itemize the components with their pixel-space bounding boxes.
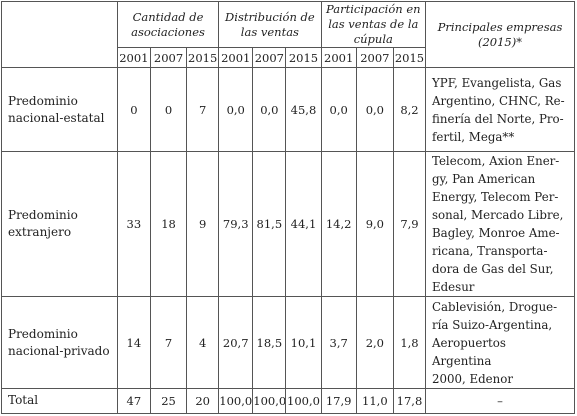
year-header: 2001 [218, 47, 254, 69]
value-cell: 0 [116, 67, 151, 152]
value-cell: 10,1 [285, 296, 322, 389]
value-cell: 20,7 [218, 296, 254, 389]
year-header: 2015 [392, 47, 427, 69]
value-cell: 44,1 [285, 150, 322, 298]
year-header: 2001 [116, 47, 151, 69]
table-row-total: Total 47 25 20 100,0 100,0 100,0 17,9 11… [1, 387, 575, 415]
value-cell: 33 [116, 150, 151, 298]
companies-line: Bagley, Monroe Ame- [432, 226, 560, 241]
value-cell: 9 [186, 150, 220, 298]
year-header: 2001 [320, 47, 357, 69]
companies-line: ría Suizo-Argentina, [432, 317, 553, 332]
value-cell: 0 [149, 67, 188, 152]
year-header: 2007 [355, 47, 394, 69]
companies-line: Edesur [432, 280, 475, 295]
year-header: 2007 [252, 47, 287, 69]
value-cell: 81,5 [252, 150, 287, 298]
value-cell: 0,0 [355, 67, 394, 152]
total-value: 100,0 [218, 387, 254, 415]
total-value: 100,0 [252, 387, 287, 415]
row-label-line: Predominio [8, 93, 78, 108]
header-participacion-cupula: Participación en las ventas de la cúpula [320, 0, 427, 49]
header-distribucion-ventas: Distribución de las ventas [218, 0, 322, 49]
companies-cell: Cablevisión, Drogue- ría Suizo-Argentina… [425, 296, 575, 389]
row-label-line: nacional-privado [8, 343, 110, 358]
companies-line: ricana, Transporta- [432, 244, 548, 259]
value-cell: 18,5 [252, 296, 287, 389]
value-cell: 2,0 [355, 296, 394, 389]
value-cell: 9,0 [355, 150, 394, 298]
row-label-line: nacional-estatal [8, 110, 105, 125]
total-value: 100,0 [285, 387, 322, 415]
companies-line: sonal, Mercado Libre, [432, 208, 564, 223]
table-row-nacional-estatal: Predominio nacional-estatal 0 0 7 0,0 0,… [1, 67, 575, 152]
row-label: Predominio extranjero [1, 150, 118, 298]
row-label: Predominio nacional-estatal [1, 67, 118, 152]
total-companies: – [425, 387, 575, 415]
row-label-line: Predominio [8, 326, 78, 341]
header-row-groups: Cantidad de asociaciones Distribución de… [1, 0, 575, 69]
value-cell: 0,0 [252, 67, 287, 152]
year-header: 2015 [186, 47, 220, 69]
value-cell: 3,7 [320, 296, 357, 389]
total-value: 11,0 [355, 387, 394, 415]
companies-line: Telecom, Axion Ener- [432, 154, 560, 169]
row-label-line: Predominio [8, 208, 78, 223]
companies-line: Cablevisión, Drogue- [432, 299, 558, 314]
value-cell: 45,8 [285, 67, 322, 152]
table-row-nacional-privado: Predominio nacional-privado 14 7 4 20,7 … [1, 296, 575, 389]
companies-cell: Telecom, Axion Ener- gy, Pan American En… [425, 150, 575, 298]
table-row-extranjero: Predominio extranjero 33 18 9 79,3 81,5 … [1, 150, 575, 298]
value-cell: 0,0 [320, 67, 357, 152]
value-cell: 7,9 [392, 150, 427, 298]
companies-line: finería del Norte, Pro- [432, 111, 564, 126]
value-cell: 4 [186, 296, 220, 389]
companies-line: Argentino, CHNC, Re- [432, 93, 565, 108]
value-cell: 18 [149, 150, 188, 298]
companies-line: fertil, Mega** [432, 129, 515, 144]
total-label: Total [1, 387, 118, 415]
companies-line: dora de Gas del Sur, [432, 262, 554, 277]
year-header: 2007 [149, 47, 188, 69]
value-cell: 79,3 [218, 150, 254, 298]
value-cell: 7 [186, 67, 220, 152]
value-cell: 0,0 [218, 67, 254, 152]
total-value: 17,8 [392, 387, 427, 415]
companies-line: Energy, Telecom Per- [432, 190, 559, 205]
total-value: 47 [116, 387, 151, 415]
companies-line: Aeropuertos Argentina [432, 335, 506, 368]
value-cell: 7 [149, 296, 188, 389]
companies-cell: YPF, Evangelista, Gas Argentino, CHNC, R… [425, 67, 575, 152]
value-cell: 14,2 [320, 150, 357, 298]
total-value: 20 [186, 387, 220, 415]
header-row-years: 2001 2007 2015 2001 2007 2015 2001 2007 … [2, 47, 575, 69]
value-cell: 1,8 [392, 296, 427, 389]
header-cantidad-asociaciones: Cantidad de asociaciones [116, 0, 220, 49]
row-label-line: extranjero [8, 225, 72, 240]
corner-cell [1, 0, 118, 69]
row-label: Predominio nacional-privado [1, 296, 118, 389]
companies-line: YPF, Evangelista, Gas [432, 75, 562, 90]
header-principales-empresas: Principales empresas (2015)* [425, 0, 575, 69]
year-header: 2015 [285, 47, 322, 69]
value-cell: 14 [116, 296, 151, 389]
value-cell: 8,2 [392, 67, 427, 152]
total-value: 17,9 [320, 387, 357, 415]
companies-line: gy, Pan American [432, 172, 536, 187]
total-value: 25 [149, 387, 188, 415]
companies-line: 2000, Edenor [432, 371, 514, 386]
